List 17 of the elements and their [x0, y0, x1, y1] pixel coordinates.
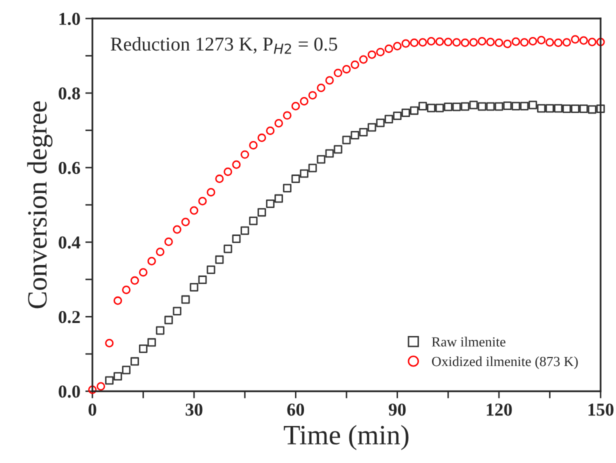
- y-tick-label: 1.0: [59, 12, 80, 26]
- x-tick-label: 120: [486, 404, 512, 416]
- y-tick-label: 0.8: [58, 87, 80, 100]
- x-tick-label: 0: [88, 404, 96, 416]
- x-axis-title: Time (min): [284, 424, 408, 450]
- y-tick-label: 0.6: [58, 162, 80, 174]
- y-tick-label: 0.4: [58, 236, 80, 249]
- legend-label: Oxidized ilmenite (873 K): [432, 356, 578, 370]
- y-axis-title: Conversion degree: [27, 101, 52, 308]
- y-tick-label: 0.2: [58, 310, 80, 324]
- legend-label: Raw ilmenite: [432, 336, 506, 347]
- y-tick-label: 0.0: [58, 385, 80, 398]
- x-tick-label: 60: [287, 404, 304, 416]
- x-tick-label: 30: [186, 404, 202, 416]
- x-tick-label: 150: [588, 404, 614, 416]
- annotation: Reduction 1273 K, P$_{H2}$ = 0.5: [110, 37, 338, 54]
- x-tick-label: 90: [388, 404, 406, 416]
